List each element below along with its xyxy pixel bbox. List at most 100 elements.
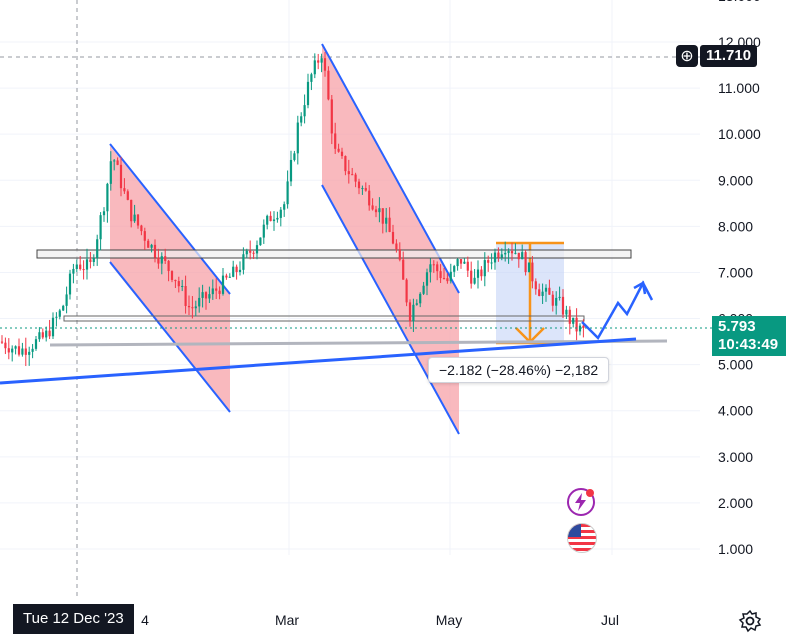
candle-body [204, 292, 208, 299]
candle-body [334, 133, 337, 149]
candle-body [507, 251, 510, 253]
resistance-zone[interactable] [36, 249, 632, 259]
candle-body [153, 244, 157, 258]
y-tick-label: 10.000 [718, 126, 761, 142]
candle-body [463, 261, 466, 264]
channel-line[interactable] [321, 184, 460, 435]
candle-body [303, 105, 306, 117]
candle-body [235, 266, 238, 273]
candle-body [181, 285, 184, 287]
x-tick-label: Jul [601, 612, 619, 628]
candle-body [293, 153, 296, 160]
candle-body [130, 199, 133, 222]
candle-body [238, 269, 242, 273]
candle-body [582, 325, 585, 328]
candle-body [323, 58, 327, 71]
candle-body [541, 291, 544, 296]
support-horizontal-line[interactable] [49, 339, 668, 347]
candle-body [191, 307, 194, 309]
candle-body [232, 266, 235, 277]
candle-body [21, 348, 24, 355]
candle-body [75, 264, 78, 269]
candle-body [68, 273, 72, 295]
candle-body [357, 181, 361, 189]
candle-body [286, 181, 289, 205]
candle-body [456, 259, 459, 267]
candle-body [164, 256, 167, 261]
candle-body [517, 252, 520, 260]
candle-body [133, 214, 136, 222]
trend-line[interactable] [0, 337, 637, 385]
candle-body [446, 278, 449, 282]
projection-path[interactable] [581, 280, 654, 341]
time-axis[interactable]: 4 Mar May Jul [141, 612, 619, 628]
support-zone[interactable] [63, 315, 585, 322]
candle-body [531, 262, 534, 282]
candle-body [504, 252, 507, 255]
candle-body [249, 250, 252, 253]
us-flag-icon[interactable] [567, 523, 597, 553]
candle-body [558, 296, 561, 298]
candle-body [102, 211, 106, 216]
candle-body [276, 217, 279, 220]
candle-body [521, 252, 524, 260]
candle-body [96, 239, 99, 259]
y-tick-label: 2.000 [718, 495, 753, 511]
y-tick-label: 8.000 [718, 218, 753, 234]
candle-body [211, 288, 214, 295]
candle-body [187, 305, 191, 308]
candle-body [436, 264, 439, 272]
candle-body [48, 330, 51, 337]
candle-body [150, 244, 153, 248]
candle-body [82, 269, 85, 271]
candle-body [55, 316, 58, 318]
measurement-label: −2.182 (−28.46%) −2,182 [428, 357, 610, 383]
candle-body [572, 317, 575, 324]
plus-circle-icon[interactable]: ⊕ [676, 45, 698, 67]
candle-body [4, 342, 7, 349]
candle-body [402, 259, 405, 280]
current-price: 5.793 [718, 318, 756, 335]
price-axis[interactable]: 1.0002.0003.0004.0005.0006.0007.0008.000… [718, 0, 761, 557]
candle-body [218, 290, 221, 294]
candle-body [388, 217, 391, 232]
x-tick-label: 4 [141, 612, 149, 628]
candle-body [306, 81, 310, 106]
candle-body [119, 164, 123, 189]
candles [0, 52, 585, 367]
lightning-icon[interactable] [567, 488, 595, 516]
candle-body [296, 122, 299, 154]
gear-icon[interactable] [738, 609, 762, 633]
candle-body [432, 264, 435, 266]
candle-body [371, 205, 374, 210]
projection-arrowhead [633, 281, 647, 295]
y-tick-label: 3.000 [718, 449, 753, 465]
candle-body [269, 215, 272, 222]
candle-body [194, 306, 197, 309]
candle-body [330, 99, 333, 134]
candle-body [344, 156, 347, 172]
candle-body [408, 302, 412, 322]
candle-body [313, 60, 316, 75]
candle-body [524, 252, 527, 273]
candle-body [208, 294, 211, 299]
candle-body [425, 272, 429, 286]
channel-line[interactable] [109, 261, 231, 413]
candle-body [466, 261, 469, 271]
candle-body [167, 260, 170, 272]
candle-body [283, 204, 286, 210]
candle-body [34, 339, 38, 349]
bear-channel-2[interactable] [322, 44, 459, 434]
candle-body [31, 348, 34, 352]
candle-body [320, 58, 323, 63]
candle-body [422, 285, 425, 294]
candle-body [340, 151, 344, 157]
candle-body [24, 348, 27, 355]
candle-body [28, 351, 31, 355]
candle-body [65, 294, 68, 306]
channel-line[interactable] [109, 143, 231, 295]
candle-body [429, 264, 432, 273]
candle-body [242, 254, 245, 270]
candle-body [548, 287, 551, 295]
